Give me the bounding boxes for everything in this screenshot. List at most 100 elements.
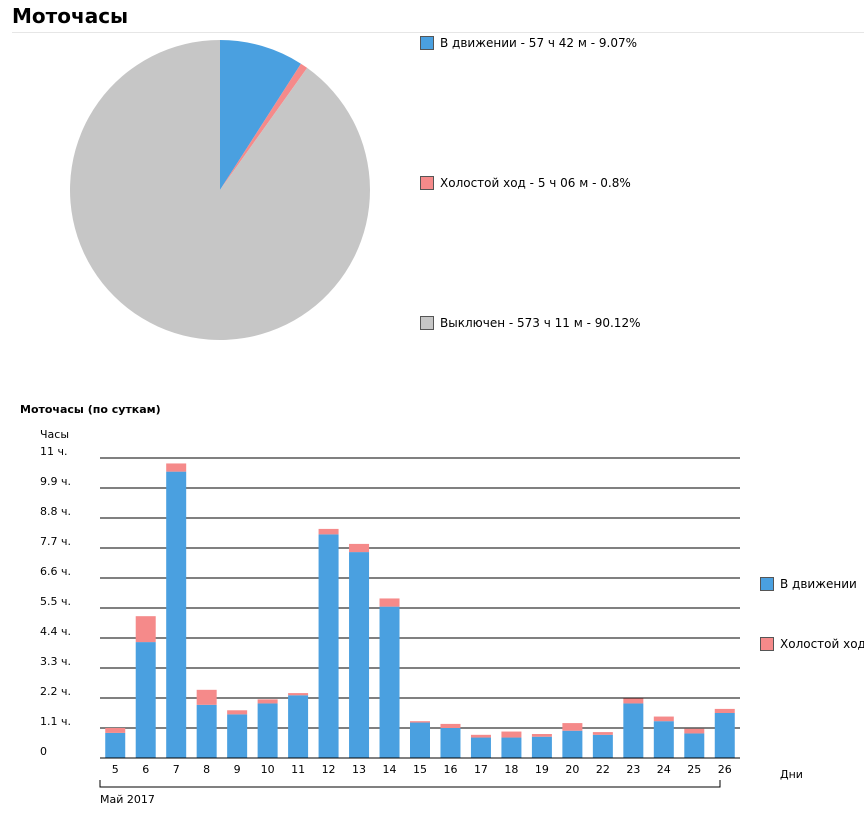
bar-idle <box>196 689 217 705</box>
legend-swatch <box>420 36 434 50</box>
legend-swatch <box>420 176 434 190</box>
bar-idle <box>531 734 552 737</box>
x-tick-label: 13 <box>352 763 366 776</box>
bar-moving <box>653 721 674 758</box>
bar-idle <box>562 723 583 731</box>
bar-legend-label: В движении <box>780 577 857 591</box>
bar-moving <box>105 732 126 758</box>
x-axis-label: Дни <box>780 768 803 781</box>
x-tick-label: 6 <box>142 763 149 776</box>
y-tick-label: 8.8 ч. <box>40 505 71 518</box>
bar-chart-title: Моточасы (по суткам) <box>20 403 161 416</box>
bar-idle <box>257 699 278 704</box>
bar-moving <box>562 730 583 758</box>
bar-idle <box>440 723 461 728</box>
x-tick-label: 12 <box>322 763 336 776</box>
bar-moving <box>684 733 705 758</box>
pie-slice-0 <box>220 40 301 190</box>
x-tick-label: 8 <box>203 763 210 776</box>
pie-chart <box>70 40 371 341</box>
legend-swatch <box>760 577 774 591</box>
pie-slice-2 <box>70 40 371 341</box>
pie-legend-item: В движении - 57 ч 42 м - 9.07% <box>420 36 637 50</box>
pie-legend-label: Холостой ход - 5 ч 06 м - 0.8% <box>440 176 631 190</box>
x-tick-label: 18 <box>504 763 518 776</box>
bar-idle <box>470 734 491 738</box>
bar-moving <box>227 714 248 758</box>
bar-moving <box>257 703 278 758</box>
bar-moving <box>592 734 613 758</box>
bar-moving <box>135 642 156 758</box>
bar-moving <box>196 704 217 758</box>
bar-legend-item: В движении <box>760 577 857 591</box>
bar-moving <box>501 737 522 758</box>
pie-legend-item: Выключен - 573 ч 11 м - 90.12% <box>420 316 640 330</box>
period-bracket <box>99 780 721 788</box>
bar-moving <box>288 695 309 758</box>
legend-swatch <box>420 316 434 330</box>
x-tick-label: 7 <box>173 763 180 776</box>
bar-idle <box>288 693 309 696</box>
bar-legend-item: Холостой ход <box>760 637 864 651</box>
bar-idle <box>379 598 400 607</box>
x-tick-label: 22 <box>596 763 610 776</box>
x-tick-label: 5 <box>112 763 119 776</box>
pie-slice-1 <box>220 63 308 190</box>
y-tick-label: 2.2 ч. <box>40 685 71 698</box>
bar-moving <box>531 736 552 758</box>
page-title: Моточасы <box>12 4 129 28</box>
pie-legend-label: Выключен - 573 ч 11 м - 90.12% <box>440 316 641 330</box>
bar-idle <box>105 728 126 733</box>
y-tick-label: 1.1 ч. <box>40 715 71 728</box>
bar-idle <box>318 528 339 535</box>
x-tick-label: 23 <box>626 763 640 776</box>
bar-idle <box>714 708 735 713</box>
bar-idle <box>349 543 370 553</box>
pie-legend-item: Холостой ход - 5 ч 06 м - 0.8% <box>420 176 631 190</box>
bar-moving <box>470 737 491 758</box>
x-tick-label: 19 <box>535 763 549 776</box>
y-tick-label: 3.3 ч. <box>40 655 71 668</box>
x-tick-label: 25 <box>687 763 701 776</box>
bar-idle <box>410 721 430 723</box>
y-tick-label: 0 <box>40 745 47 758</box>
bar-moving <box>166 471 187 758</box>
y-tick-label: 4.4 ч. <box>40 625 71 638</box>
bar-moving <box>623 703 644 758</box>
bar-idle <box>227 710 248 715</box>
x-tick-label: 26 <box>718 763 732 776</box>
bar-idle <box>623 698 644 704</box>
bar-idle <box>653 716 674 722</box>
bar-moving <box>410 722 430 758</box>
pie-legend-label: В движении - 57 ч 42 м - 9.07% <box>440 36 638 50</box>
y-tick-label: 9.9 ч. <box>40 475 71 488</box>
bar-idle <box>166 463 187 472</box>
bar-idle <box>135 616 156 643</box>
title-divider <box>12 32 864 33</box>
x-tick-label: 24 <box>657 763 671 776</box>
x-tick-label: 20 <box>565 763 579 776</box>
period-label: Май 2017 <box>100 793 155 806</box>
x-tick-label: 11 <box>291 763 305 776</box>
x-tick-label: 17 <box>474 763 488 776</box>
x-tick-label: 14 <box>383 763 397 776</box>
y-tick-label: 11 ч. <box>40 445 68 458</box>
x-tick-label: 15 <box>413 763 427 776</box>
bar-legend-label: Холостой ход <box>780 637 864 651</box>
bar-moving <box>318 534 339 758</box>
bar-idle <box>684 728 705 734</box>
y-tick-label: 6.6 ч. <box>40 565 71 578</box>
x-tick-label: 16 <box>443 763 457 776</box>
bar-idle <box>501 731 522 738</box>
y-axis-label: Часы <box>40 428 69 441</box>
bar-moving <box>440 728 461 758</box>
bar-moving <box>379 606 400 758</box>
y-tick-label: 5.5 ч. <box>40 595 71 608</box>
bar-moving <box>714 713 735 758</box>
x-tick-label: 10 <box>261 763 275 776</box>
legend-swatch <box>760 637 774 651</box>
x-tick-label: 9 <box>234 763 241 776</box>
bar-moving <box>349 552 370 758</box>
y-tick-label: 7.7 ч. <box>40 535 71 548</box>
